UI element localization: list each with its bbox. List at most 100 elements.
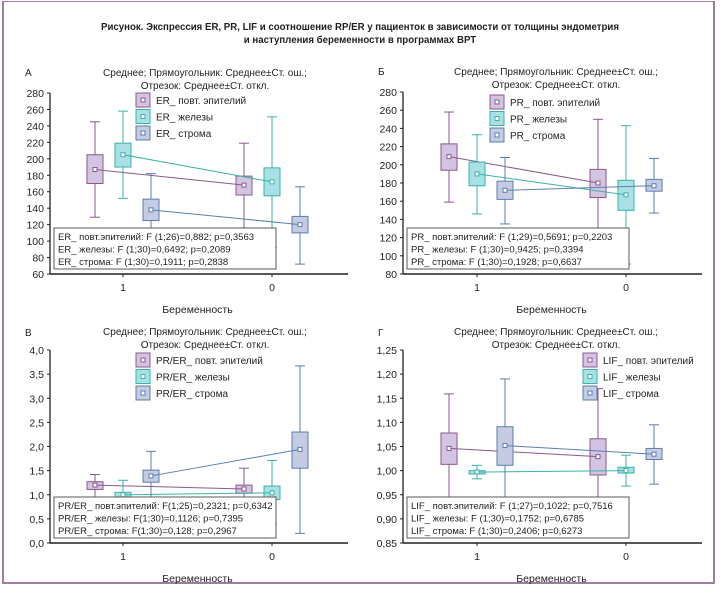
mean-line [448, 156, 599, 184]
y-tick-label: 160 [26, 187, 44, 199]
mean-point [595, 454, 601, 460]
x-tick-label: 0 [623, 551, 629, 563]
y-tick-label: 1,05 [377, 442, 398, 454]
y-tick-label: 120 [26, 220, 44, 232]
stats-line: ER_ повт.эпителий: F (1;26)=0,882; p=0,3… [58, 232, 254, 243]
y-tick-label: 120 [379, 233, 397, 245]
y-tick-label: 260 [379, 105, 397, 117]
mean-line [94, 484, 245, 490]
legend-marker [494, 99, 500, 105]
mean-point [148, 473, 154, 479]
x-axis-label: Беременность [516, 573, 587, 585]
chart-panel-3: Г Среднее; Прямоугольник: Среднее±Ст. ош.… [377, 327, 702, 585]
panel-label: Г [378, 328, 384, 339]
legend-label: PR/ER_ повт. эпителий [156, 356, 263, 367]
legend-label: PR_ повт. эпителий [510, 98, 600, 109]
mean-point [92, 482, 98, 488]
x-axis-label: Беременность [162, 573, 233, 585]
mean-line [150, 209, 301, 226]
chart-panel-0: А Среднее; Прямоугольник: Среднее±Ст. ош.… [25, 68, 348, 316]
mean-point [595, 180, 601, 186]
y-tick-label: 1,20 [377, 369, 398, 381]
y-tick-label: 240 [379, 123, 397, 135]
mean-line [150, 448, 301, 477]
legend-label: LIF_ строма [603, 389, 659, 400]
mean-line [122, 154, 273, 183]
x-tick-label: 1 [474, 282, 480, 294]
mean-line [448, 447, 599, 458]
stats-line: PR/ER_ железы: F(1;30)=0,1126; p=0,7395 [58, 514, 243, 525]
x-axis-label: Беременность [162, 304, 233, 316]
mean-line [504, 185, 655, 191]
chart-title-line2: Отрезок: Среднее±Ст. откл. [141, 340, 270, 351]
stats-line: PR/ER_ повт.эпителий: F(1;25)=0,2321; p=… [58, 501, 273, 512]
y-tick-label: 0,0 [29, 538, 44, 550]
mean-point [502, 443, 508, 449]
y-tick-label: 1,0 [29, 490, 44, 502]
stats-box [406, 227, 630, 270]
stats-line: LIF_ железы: F (1;30)=0,1752; p=0,6785 [411, 514, 584, 525]
mean-point [623, 192, 629, 198]
mean-line [504, 445, 655, 455]
x-tick-label: 0 [623, 282, 629, 294]
legend-label: LIF_ повт. эпителий [603, 356, 694, 367]
stats-box [406, 496, 630, 539]
y-tick-label: 180 [26, 170, 44, 182]
x-tick-label: 0 [269, 551, 275, 563]
x-axis-label: Беременность [516, 304, 587, 316]
chart-title-line1: Среднее; Прямоугольник: Среднее±Ст. ош.; [454, 327, 658, 338]
y-tick-label: 2,0 [29, 442, 44, 454]
y-tick-label: 100 [379, 251, 397, 263]
chart-title-line2: Отрезок: Среднее±Ст. откл. [141, 81, 270, 92]
chart-panel-1: Б Среднее; Прямоугольник: Среднее±Ст. ош.… [378, 67, 702, 316]
legend-label: ER_ повт. эпителий [156, 96, 246, 107]
legend-label: ER_ железы [156, 113, 213, 124]
legend-marker [140, 97, 146, 103]
mean-point [651, 183, 657, 189]
y-tick-label: 200 [379, 160, 397, 172]
y-tick-label: 60 [32, 269, 44, 281]
y-tick-label: 3,0 [29, 393, 44, 405]
chart-title-line2: Отрезок: Среднее±Ст. откл. [492, 80, 621, 91]
figure-title-line2: и наступления беременности в программах … [243, 34, 477, 46]
chart-title-line1: Среднее; Прямоугольник: Среднее±Ст. ош.; [454, 67, 658, 78]
stats-line: ER_ железы: F (1;30)=0,6492; p=0,2089 [58, 245, 231, 256]
legend-label: ER_ строма [156, 129, 212, 140]
y-tick-label: 1,25 [377, 345, 398, 357]
legend-marker [587, 357, 593, 363]
y-tick-label: 140 [26, 203, 44, 215]
y-tick-label: 100 [26, 236, 44, 248]
mean-point [269, 490, 275, 496]
y-tick-label: 0,5 [29, 514, 44, 526]
stats-line: PR_ строма: F (1;30)=0,1928; p=0,6637 [411, 257, 582, 268]
mean-line [94, 169, 245, 186]
legend-marker [494, 132, 500, 138]
y-tick-label: 3,5 [29, 369, 44, 381]
legend-label: PR_ строма [510, 131, 566, 142]
legend-label: PR/ER_ железы [156, 373, 230, 384]
chart-title-line2: Отрезок: Среднее±Ст. откл. [492, 340, 621, 351]
y-tick-label: 220 [379, 142, 397, 154]
y-tick-label: 1,10 [377, 417, 398, 429]
mean-point [120, 492, 126, 498]
stats-line: PR_ повт.эпителий: F (1;29)=0,5691; p=0,… [411, 232, 612, 243]
mean-line [122, 492, 273, 496]
stats-box [53, 227, 277, 270]
y-tick-label: 280 [379, 87, 397, 99]
figure-title: Рисунок. Экспрессия ER, PR, LIF и соотно… [29, 21, 691, 47]
mean-point [446, 445, 452, 451]
legend-label: PR/ER_ строма [156, 389, 228, 400]
x-tick-label: 1 [474, 551, 480, 563]
y-tick-label: 260 [26, 104, 44, 116]
mean-point [297, 222, 303, 228]
mean-point [474, 171, 480, 177]
mean-point [474, 469, 480, 475]
y-tick-label: 2,5 [29, 417, 44, 429]
y-tick-label: 80 [385, 269, 397, 281]
y-tick-label: 1,5 [29, 466, 44, 478]
stats-line: LIF_ строма: F (1;30)=0,2406; p=0,6273 [411, 526, 582, 537]
panel-label: Б [378, 67, 385, 78]
mean-point [269, 179, 275, 185]
